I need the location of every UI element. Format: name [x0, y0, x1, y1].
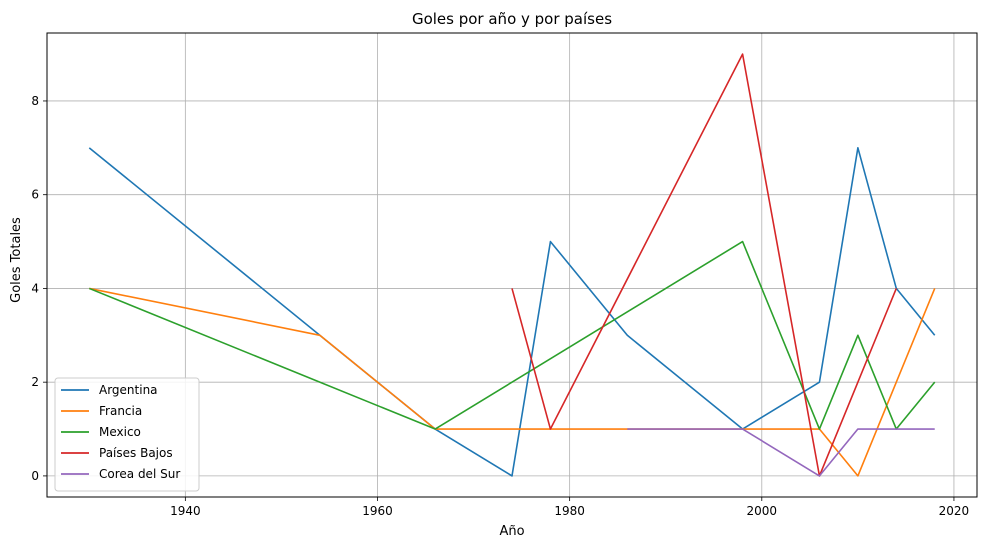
legend-label: Francia [99, 404, 142, 418]
y-axis-label: Goles Totales [9, 217, 24, 303]
x-tick-label: 1940 [170, 504, 201, 518]
series-line-argentina [88, 147, 936, 477]
legend-box [54, 377, 200, 492]
x-tick-label: 2000 [747, 504, 778, 518]
series-line-mexico [88, 240, 936, 430]
x-tick-label: 1980 [554, 504, 585, 518]
y-tick-label: 6 [31, 188, 39, 202]
axis-ticks: 1940 1960 1980 2000 2020 0 2 4 6 8 [31, 94, 969, 518]
plot-area-frame [46, 32, 978, 498]
series-line-corea-del-sur [627, 428, 935, 477]
y-tick-label: 2 [31, 375, 39, 389]
legend-label: Argentina [99, 383, 158, 397]
series-lines [88, 53, 936, 477]
legend: Argentina Francia Mexico Países Bajos Corea … [54, 377, 200, 492]
y-tick-label: 0 [31, 469, 39, 483]
series-line-países-bajos [511, 53, 898, 477]
x-axis-label: Año [499, 524, 524, 539]
y-tick-label: 4 [31, 281, 39, 295]
x-tick-label: 2020 [939, 504, 970, 518]
legend-label: Países Bajos [99, 446, 173, 460]
legend-label: Corea del Sur [99, 467, 180, 481]
x-tick-label: 1960 [362, 504, 393, 518]
legend-label: Mexico [99, 425, 141, 439]
chart-title: Goles por año y por países [412, 10, 612, 28]
y-tick-label: 8 [31, 94, 39, 108]
